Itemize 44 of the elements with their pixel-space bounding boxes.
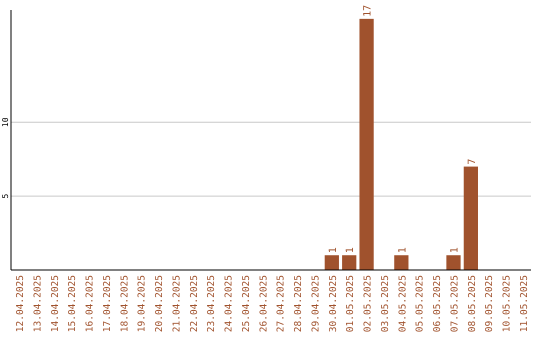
bar	[324, 255, 339, 270]
x-tick-label: 12.04.2025	[14, 275, 26, 332]
x-tick-label: 10.05.2025	[502, 275, 513, 332]
x-tick-label: 21.04.2025	[171, 275, 182, 332]
x-tick-label: 29.04.2025	[310, 275, 322, 332]
x-tick-label: 16.04.2025	[84, 275, 96, 332]
bar	[342, 255, 356, 270]
x-tick-label: 15.04.2025	[67, 275, 78, 332]
data-label: 17	[362, 4, 374, 17]
bar	[464, 166, 478, 270]
x-tick-label: 08.05.2025	[466, 275, 478, 332]
data-label: 1	[345, 247, 356, 254]
y-tick-label: 10	[1, 117, 10, 128]
x-tick-label: 20.04.2025	[154, 275, 166, 332]
data-label: 1	[449, 247, 460, 254]
x-tick-label: 28.04.2025	[293, 275, 304, 332]
x-tick-label: 06.05.2025	[432, 275, 444, 332]
x-tick-label: 02.05.2025	[362, 275, 374, 332]
x-tick-label: 05.05.2025	[414, 275, 426, 332]
x-tick-label: 22.04.2025	[188, 275, 200, 332]
y-tick-label: 5	[1, 194, 10, 199]
bar	[446, 255, 461, 270]
x-tick-label: 24.04.2025	[224, 275, 235, 332]
bar	[394, 255, 408, 270]
x-tick-label: 18.04.2025	[119, 275, 130, 332]
bar	[359, 18, 374, 270]
x-tick-label: 17.04.2025	[102, 275, 113, 332]
data-label: 1	[397, 247, 408, 254]
x-tick-label: 04.05.2025	[397, 275, 408, 332]
x-tick-label: 27.04.2025	[276, 275, 287, 332]
x-tick-label: 19.04.2025	[136, 275, 148, 332]
x-tick-label: 01.05.2025	[345, 275, 356, 332]
x-tick-label: 09.05.2025	[484, 275, 496, 332]
x-tick-label: 13.04.2025	[32, 275, 44, 332]
data-label: 7	[466, 158, 478, 165]
x-tick-label: 26.04.2025	[258, 275, 270, 332]
x-tick-label: 07.05.2025	[449, 275, 460, 332]
x-tick-label: 25.04.2025	[240, 275, 252, 332]
x-tick-label: 23.04.2025	[206, 275, 218, 332]
x-tick-label: 14.04.2025	[50, 275, 61, 332]
x-tick-label: 30.04.2025	[328, 275, 339, 332]
x-tick-label: 11.05.2025	[519, 275, 530, 332]
x-tick-label: 03.05.2025	[380, 275, 391, 332]
data-label: 1	[328, 247, 339, 254]
